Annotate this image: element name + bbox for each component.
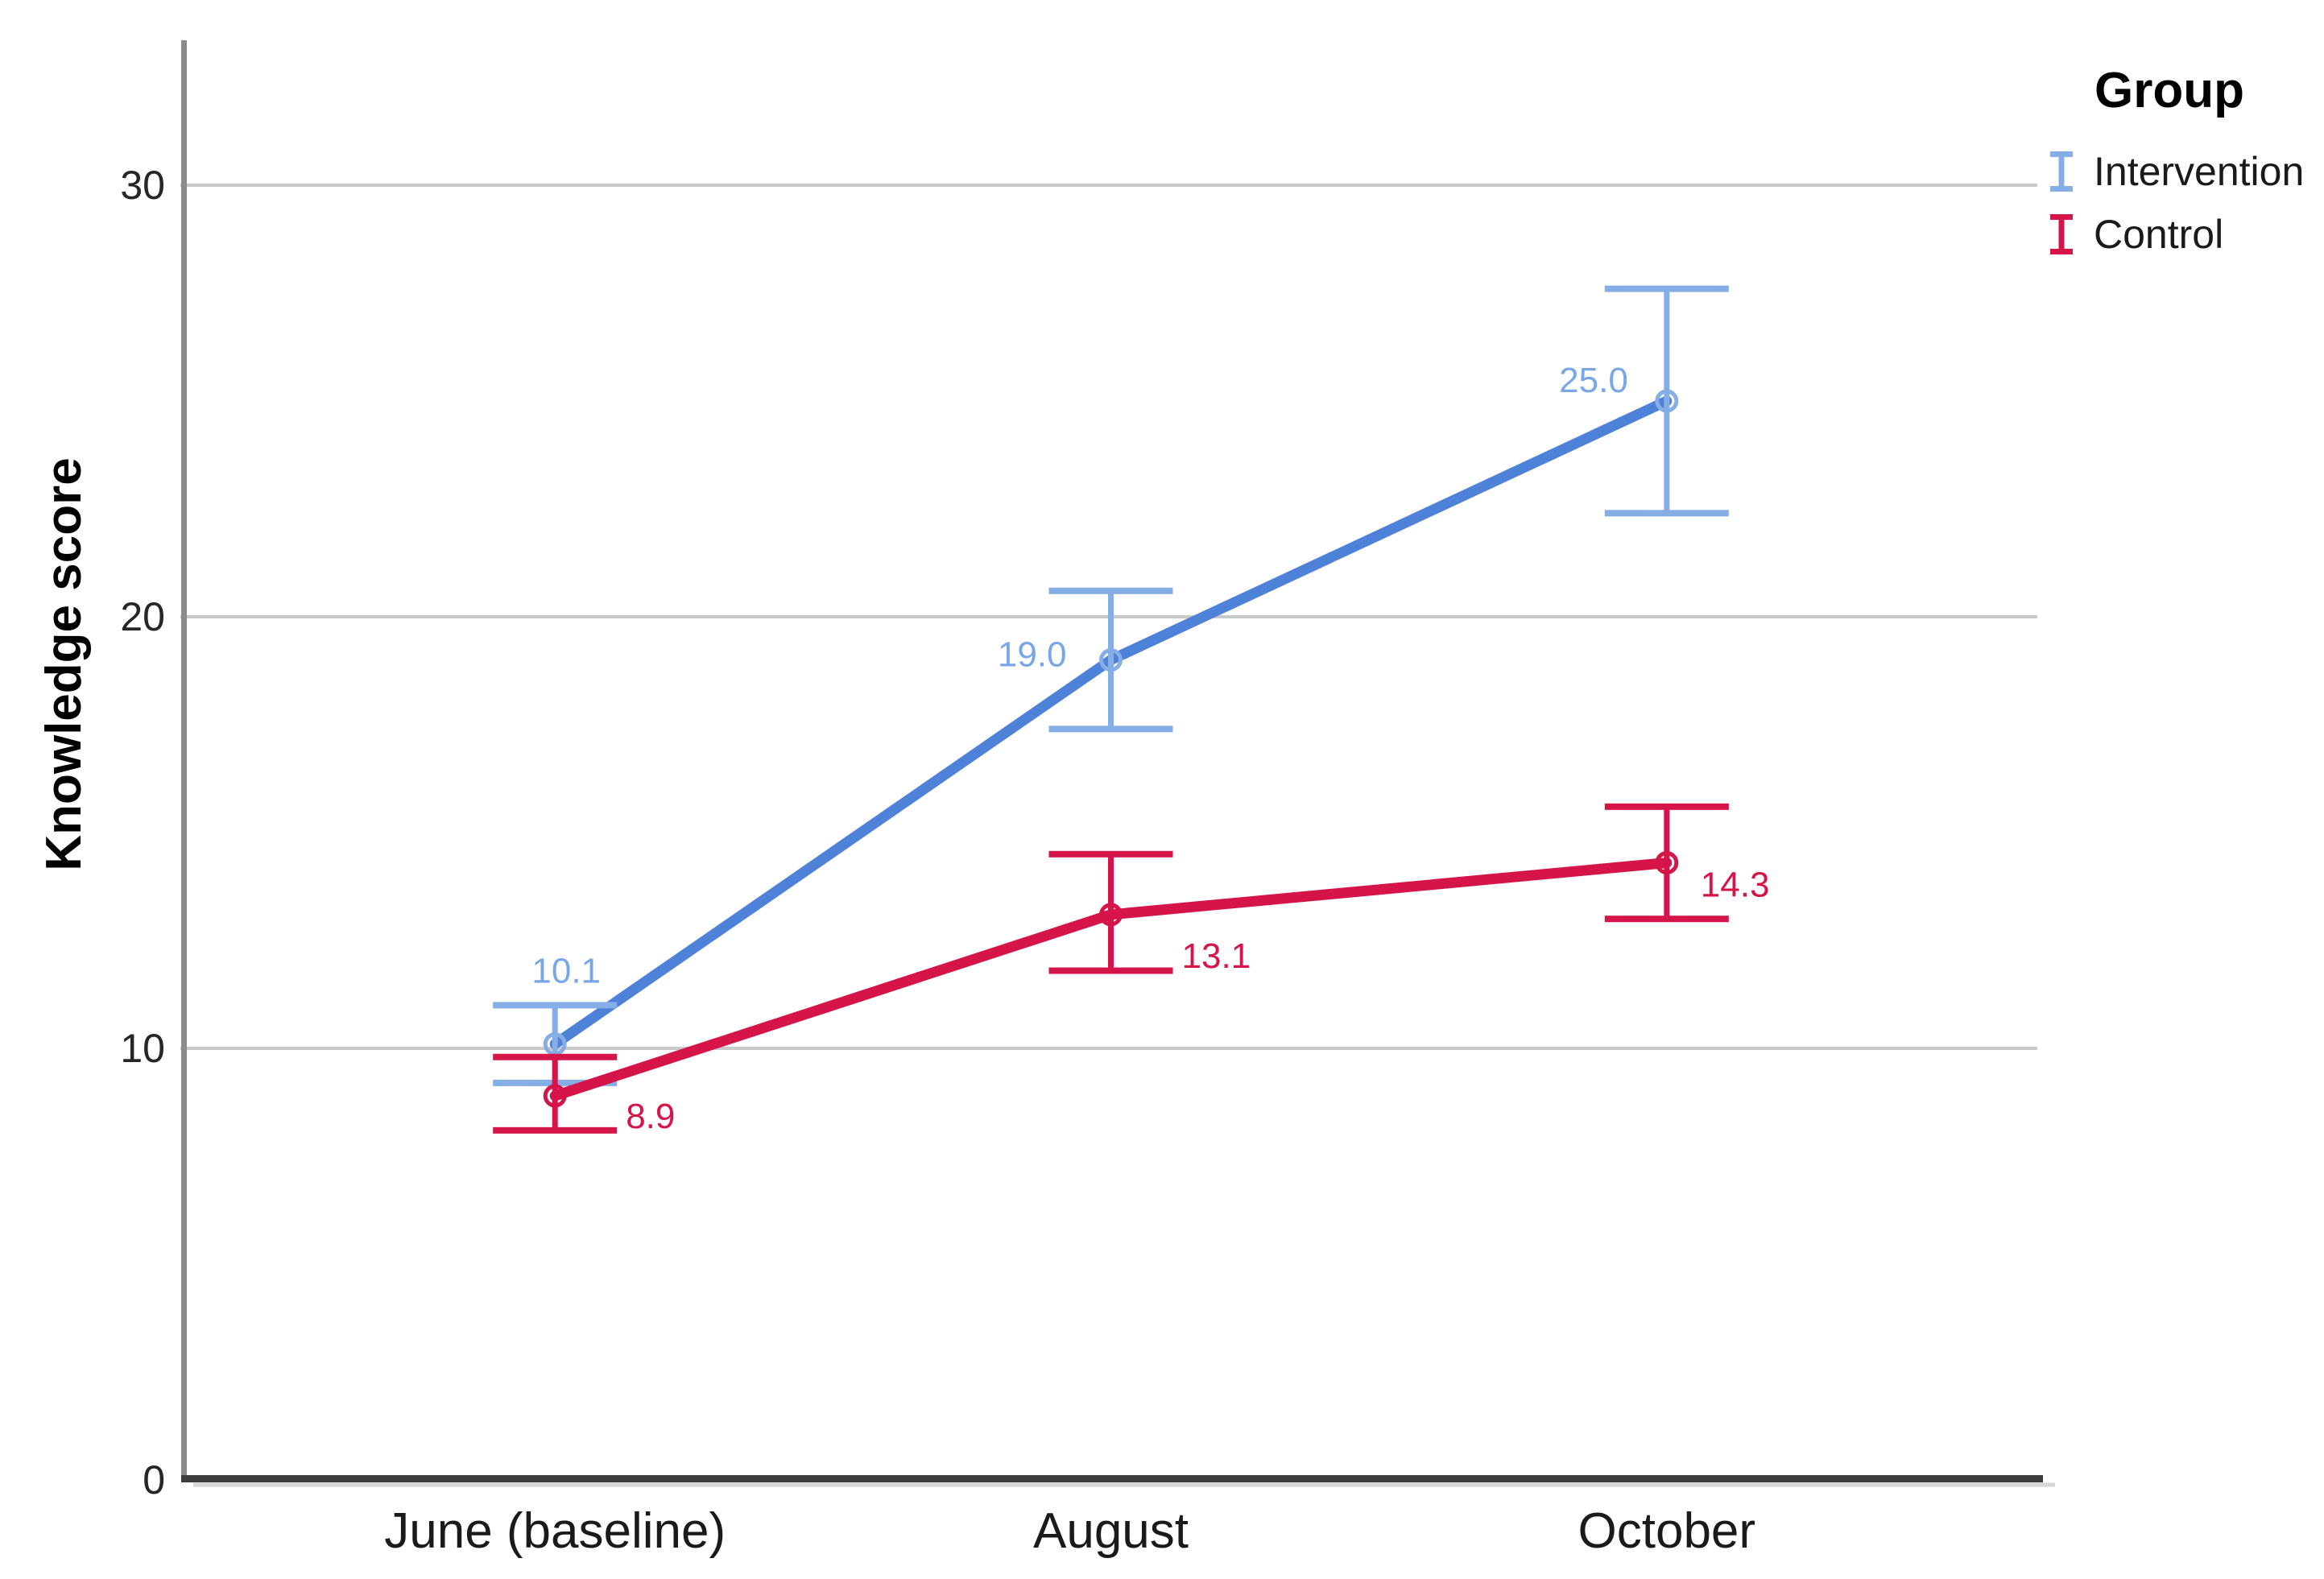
error-bar-cap-top [1604, 803, 1729, 810]
y-tick-label: 30 [120, 163, 165, 208]
legend-item: Intervention [2050, 149, 2304, 194]
data-point-marker [1655, 389, 1679, 413]
labels-layer: 10.1 19.0 25.0 8.9 13.1 14.3 [531, 361, 1769, 1136]
error-bar-stem [552, 1005, 558, 1083]
y-axis-title: Knowledge score [36, 457, 92, 870]
error-bar-stem [1108, 590, 1114, 730]
data-point-label: 10.1 [531, 951, 601, 990]
error-bar-cap-top [493, 1002, 618, 1009]
error-bar [1604, 803, 1729, 923]
error-bar-stem [552, 1056, 558, 1131]
legend-errorbar-icon [2058, 214, 2065, 254]
data-point-marker [1099, 648, 1123, 672]
legend-errorbar-icon-cap-bottom [2050, 249, 2073, 254]
x-axis-line [181, 1475, 2043, 1482]
data-point-marker [1655, 851, 1679, 875]
error-bar-cap-top [1604, 285, 1729, 292]
gridline [180, 184, 2037, 187]
data-point-marker [1099, 903, 1123, 927]
legend-item-label: Intervention [2094, 149, 2304, 194]
error-bar-cap-top [1048, 850, 1173, 858]
x-axis-shadow [193, 1482, 2055, 1487]
y-axis-line [181, 40, 187, 1482]
data-point-label: 25.0 [1559, 361, 1628, 400]
error-bar-stem [1108, 854, 1114, 971]
legend-layer: Intervention Control [2050, 149, 2304, 257]
legend-errorbar-icon-cap-top [2050, 151, 2073, 157]
x-category-label: October [1578, 1503, 1756, 1559]
y-tick-label: 10 [120, 1026, 165, 1071]
data-point-label: 19.0 [998, 635, 1067, 675]
y-tick-label: 0 [143, 1457, 165, 1503]
legend-errorbar-icon [2058, 151, 2065, 192]
x-category-label: August [1033, 1503, 1189, 1559]
legend-item-label: Control [2094, 212, 2223, 257]
error-bar-cap-bottom [493, 1126, 618, 1134]
error-bar [1604, 285, 1729, 517]
data-point-label: 14.3 [1701, 866, 1770, 905]
data-point-marker [543, 1032, 567, 1056]
legend-errorbar-icon-cap-top [2050, 214, 2073, 220]
error-bar-cap-top [1048, 587, 1173, 594]
axes-layer: 0 10 20 30 June (baseline) August October [120, 40, 2055, 1559]
error-bar [1048, 850, 1173, 974]
data-point-label: 8.9 [626, 1097, 675, 1136]
gridline [180, 1047, 2037, 1050]
legend-item: Control [2050, 212, 2223, 257]
error-bar [1048, 587, 1173, 733]
error-bar [493, 1053, 618, 1134]
legend-title: Group [2094, 63, 2244, 118]
y-tick-label: 20 [120, 594, 165, 639]
error-bar-cap-bottom [1048, 725, 1173, 733]
x-category-label: June (baseline) [384, 1503, 726, 1559]
error-bar-cap-top [493, 1053, 618, 1060]
series-layer [493, 285, 1729, 1134]
error-bar-stem [1664, 288, 1670, 514]
data-point-marker [543, 1084, 567, 1108]
error-bar-cap-bottom [1048, 967, 1173, 974]
legend-errorbar-icon-cap-bottom [2050, 186, 2073, 192]
error-bar-cap-bottom [1604, 510, 1729, 517]
error-bar-stem [1664, 806, 1670, 920]
data-point-label: 13.1 [1182, 936, 1251, 976]
error-bar-cap-bottom [1604, 916, 1729, 923]
